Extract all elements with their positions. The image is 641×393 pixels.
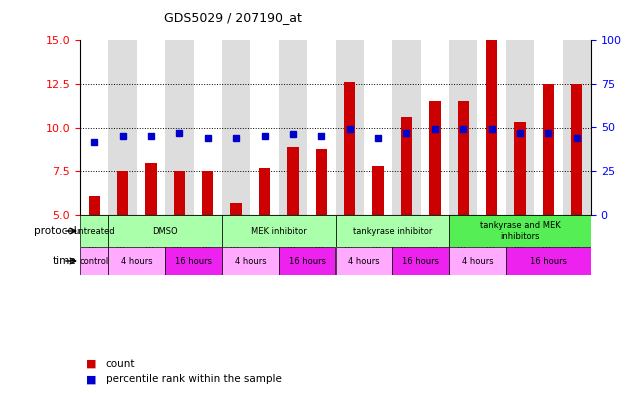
Bar: [307, 40, 335, 215]
Bar: [506, 247, 591, 275]
Bar: [108, 215, 222, 247]
Bar: [372, 166, 384, 215]
Text: 16 hours: 16 hours: [175, 257, 212, 266]
Bar: [449, 215, 591, 247]
Bar: [563, 40, 591, 215]
Text: 4 hours: 4 hours: [462, 257, 494, 266]
Bar: [420, 40, 449, 215]
Text: 4 hours: 4 hours: [121, 257, 153, 266]
Text: 16 hours: 16 hours: [288, 257, 326, 266]
Bar: [222, 40, 251, 215]
Bar: [449, 247, 506, 275]
Text: control: control: [79, 257, 109, 266]
Bar: [315, 149, 327, 215]
Bar: [478, 40, 506, 215]
Bar: [392, 40, 420, 215]
Bar: [251, 40, 279, 215]
Bar: [88, 196, 100, 215]
Bar: [534, 40, 563, 215]
Bar: [117, 171, 128, 215]
Bar: [202, 171, 213, 215]
Bar: [108, 40, 137, 215]
Bar: [364, 40, 392, 215]
Bar: [231, 203, 242, 215]
Text: ■: ■: [87, 374, 97, 384]
Bar: [165, 40, 194, 215]
Text: protocol: protocol: [34, 226, 77, 236]
Text: 16 hours: 16 hours: [530, 257, 567, 266]
Bar: [259, 168, 271, 215]
Text: tankyrase and MEK
inhibitors: tankyrase and MEK inhibitors: [479, 221, 560, 241]
Text: 16 hours: 16 hours: [402, 257, 439, 266]
Bar: [222, 215, 335, 247]
Bar: [571, 84, 583, 215]
Bar: [335, 40, 364, 215]
Text: tankyrase inhibitor: tankyrase inhibitor: [353, 226, 432, 235]
Bar: [429, 101, 440, 215]
Text: percentile rank within the sample: percentile rank within the sample: [106, 374, 281, 384]
Bar: [165, 247, 222, 275]
Text: untreated: untreated: [73, 226, 115, 235]
Bar: [458, 101, 469, 215]
Bar: [401, 117, 412, 215]
Bar: [514, 122, 526, 215]
Text: MEK inhibitor: MEK inhibitor: [251, 226, 306, 235]
Bar: [335, 215, 449, 247]
Bar: [137, 40, 165, 215]
Text: GDS5029 / 207190_at: GDS5029 / 207190_at: [164, 11, 303, 24]
Bar: [80, 247, 108, 275]
Bar: [279, 40, 307, 215]
Bar: [80, 40, 108, 215]
Bar: [108, 247, 165, 275]
Bar: [344, 82, 355, 215]
Bar: [335, 247, 392, 275]
Text: count: count: [106, 358, 135, 369]
Bar: [279, 247, 335, 275]
Bar: [543, 84, 554, 215]
Bar: [194, 40, 222, 215]
Text: DMSO: DMSO: [153, 226, 178, 235]
Bar: [222, 247, 279, 275]
Bar: [449, 40, 478, 215]
Text: 4 hours: 4 hours: [348, 257, 379, 266]
Text: ■: ■: [87, 358, 97, 369]
Text: 4 hours: 4 hours: [235, 257, 266, 266]
Bar: [146, 162, 156, 215]
Bar: [392, 247, 449, 275]
Bar: [80, 215, 108, 247]
Text: time: time: [53, 256, 77, 266]
Bar: [506, 40, 534, 215]
Bar: [287, 147, 299, 215]
Bar: [174, 171, 185, 215]
Bar: [486, 40, 497, 215]
